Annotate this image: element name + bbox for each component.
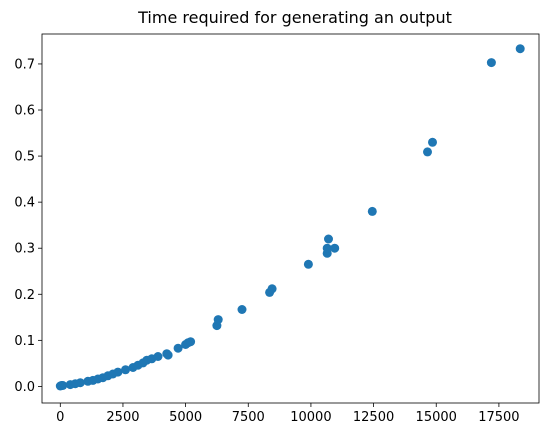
data-point-0-37 (423, 147, 432, 156)
data-point-0-31 (304, 260, 313, 269)
data-point-0-25 (186, 337, 195, 346)
x-tick-label: 2500 (106, 410, 139, 425)
plot-frame (42, 34, 539, 403)
data-point-0-35 (330, 244, 339, 253)
y-tick-label: 0.3 (14, 242, 35, 257)
data-point-0-28 (238, 305, 247, 314)
x-tick-label: 0 (56, 410, 64, 425)
x-tick-label: 15000 (416, 410, 457, 425)
y-tick-label: 0.6 (14, 104, 35, 119)
data-point-0-34 (324, 235, 333, 244)
data-point-0-30 (268, 284, 277, 293)
y-tick-label: 0.2 (14, 288, 35, 303)
x-tick-label: 5000 (169, 410, 202, 425)
y-axis-ticks: 0.0 0.1 0.2 0.3 0.4 0.5 0.6 0.7 (14, 57, 42, 394)
y-tick-label: 0.1 (14, 334, 35, 349)
data-point-0-38 (428, 138, 437, 147)
data-point-0-19 (154, 352, 163, 361)
x-tick-label: 7500 (232, 410, 265, 425)
x-tick-label: 12500 (353, 410, 394, 425)
y-tick-label: 0.0 (14, 380, 35, 395)
x-tick-label: 10000 (290, 410, 331, 425)
data-points (56, 44, 525, 390)
y-tick-label: 0.5 (14, 150, 35, 165)
data-point-0-27 (214, 315, 223, 324)
data-point-0-5 (76, 378, 85, 387)
data-point-0-12 (113, 368, 122, 377)
data-point-0-40 (516, 44, 525, 53)
x-axis-ticks: 0 2500 5000 7500 10000 12500 15000 17500 (56, 403, 519, 425)
data-point-0-39 (487, 58, 496, 67)
data-point-0-21 (164, 351, 173, 360)
chart-title: Time required for generating an output (137, 8, 452, 27)
x-tick-label: 17500 (478, 410, 519, 425)
y-tick-label: 0.4 (14, 196, 35, 211)
y-tick-label: 0.7 (14, 57, 35, 72)
data-point-0-36 (368, 207, 377, 216)
